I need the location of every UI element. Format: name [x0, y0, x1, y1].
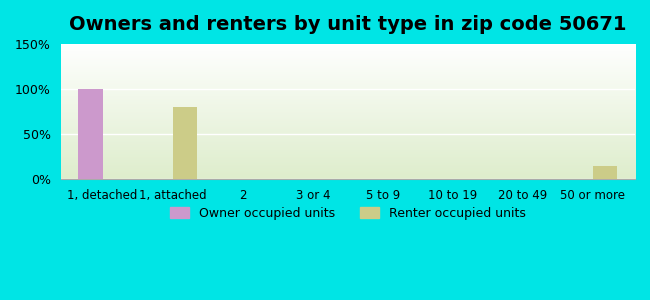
- Title: Owners and renters by unit type in zip code 50671: Owners and renters by unit type in zip c…: [69, 15, 627, 34]
- Bar: [593, 166, 618, 179]
- Bar: [173, 107, 197, 179]
- Legend: Owner occupied units, Renter occupied units: Owner occupied units, Renter occupied un…: [165, 202, 530, 225]
- Bar: [78, 89, 103, 179]
